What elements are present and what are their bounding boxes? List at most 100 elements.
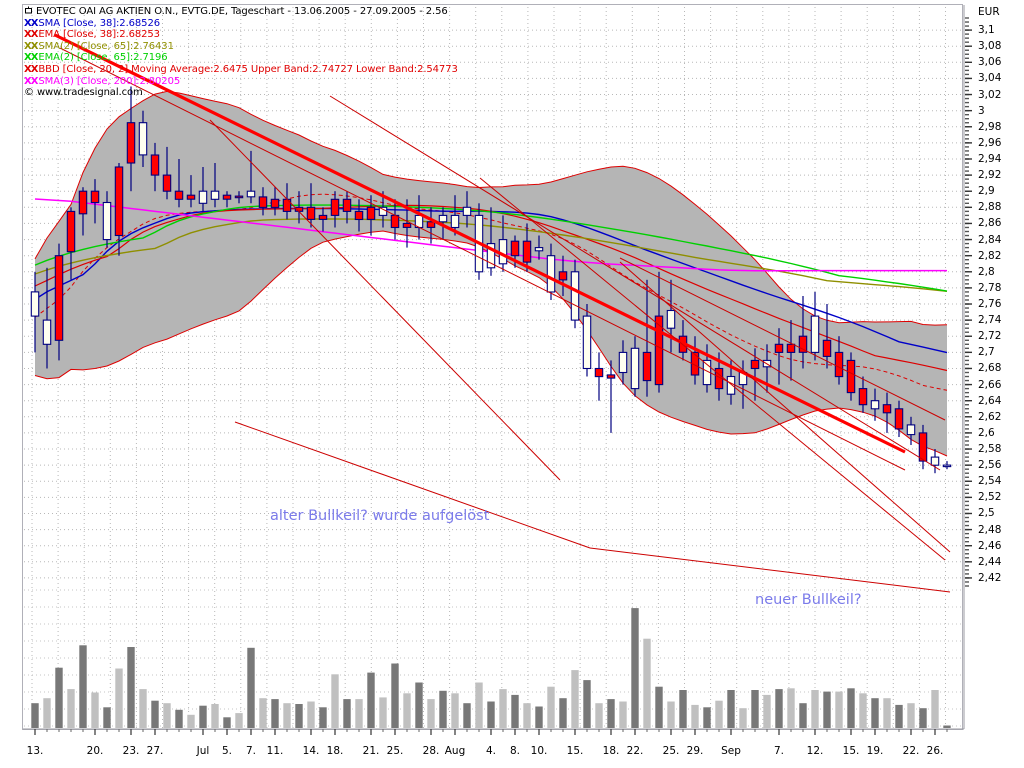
trendline-fan-1	[329, 95, 941, 471]
legend-marker-sma2-65: XX	[24, 40, 38, 52]
candle-body	[258, 196, 268, 208]
y-axis-tick-label: 2,8	[978, 265, 995, 278]
legend-marker-bbd: XX	[24, 63, 38, 75]
candle-body	[222, 194, 232, 200]
legend-text-ema38: EMA [Close, 38]:2.68253	[38, 29, 160, 41]
trendline-downtrend-2	[59, 47, 906, 471]
volume-bar	[427, 699, 435, 728]
volume-bar	[175, 709, 183, 728]
legend-item-sma38: XXSMA [Close, 38]:2.68526	[24, 18, 458, 30]
volume-bar	[379, 697, 387, 728]
candle-body	[150, 154, 160, 176]
volume-bar	[247, 647, 255, 728]
candlestick-series	[30, 86, 952, 474]
annotation-neuer-bullkeil: neuer Bullkeil?	[755, 592, 862, 608]
candle-body	[786, 343, 796, 353]
candle-body	[138, 122, 148, 156]
candle-body	[354, 210, 364, 221]
candle-body	[570, 271, 580, 321]
y-axis-tick-label: 3,06	[978, 56, 1002, 69]
candle-body	[342, 198, 352, 212]
volume-bar	[883, 698, 891, 728]
x-axis-tick-label: 25.	[386, 745, 404, 757]
candle-body	[198, 190, 208, 204]
chart-title: EVOTEC OAI AG AKTIEN O.N., EVTG.DE, Tage…	[36, 6, 448, 17]
x-axis-tick-label: 12.	[806, 745, 824, 757]
candle-body	[186, 194, 196, 200]
y-axis-tick-label: 2,7	[978, 346, 995, 359]
candle-body	[126, 122, 136, 164]
candle-body	[102, 201, 112, 241]
x-axis-tick-label: 26.	[926, 745, 944, 757]
candle-body	[810, 315, 820, 353]
x-axis-tick-label: 5.	[221, 745, 233, 757]
volume-bar	[547, 686, 555, 728]
candle-body	[642, 351, 652, 382]
volume-bar	[607, 699, 615, 728]
trendlines	[54, 33, 951, 593]
y-axis-tick-label: 2,52	[978, 491, 1002, 504]
candle-body	[906, 424, 916, 436]
chart-window-icon	[25, 6, 32, 14]
candle-body	[486, 243, 496, 269]
volume-bar	[151, 700, 159, 728]
x-axis-tick-label: Sep	[721, 745, 741, 757]
x-axis-tick-label: 25.	[662, 745, 680, 757]
y-axis-tick-label: 2,44	[978, 555, 1002, 568]
candle-body	[834, 351, 844, 378]
volume-bar	[343, 699, 351, 728]
trendline-fan-2	[479, 177, 946, 561]
volume-bar	[859, 693, 867, 728]
volume-bar	[295, 704, 303, 728]
volume-bar	[679, 690, 687, 728]
y-axis-tick-label: 2,76	[978, 298, 1002, 310]
copyright-notice: © www.tradesignal.com	[24, 87, 143, 99]
y-axis-tick-label: 2,72	[978, 330, 1002, 343]
volume-bar	[283, 703, 291, 728]
volume-bar	[919, 708, 927, 728]
volume-bar	[535, 706, 543, 728]
candle-body	[498, 239, 508, 265]
y-axis-tick-label: 2,84	[978, 233, 1002, 246]
volume-bar	[439, 690, 447, 728]
y-axis-tick-label: 3,02	[978, 88, 1002, 101]
x-axis-tick-label: 18.	[326, 745, 344, 757]
volume-bar	[799, 703, 807, 728]
volume-bar	[667, 701, 675, 728]
legend-item-ema2-65: XXEMA(2) [Close, 65]:2.7196	[24, 52, 458, 64]
volume-bar	[55, 667, 63, 728]
y-axis-tick-label: 2,96	[978, 136, 1002, 149]
volume-bar	[139, 689, 147, 728]
y-axis-tick-label: 2,42	[978, 571, 1002, 584]
volume-bar	[787, 688, 795, 728]
volume-bar	[559, 698, 567, 728]
y-axis-tick-label: 3,04	[978, 72, 1002, 85]
candle-body	[390, 214, 400, 229]
volume-bar	[391, 663, 399, 728]
candle-body	[402, 222, 412, 228]
volume-bar	[655, 686, 663, 728]
volume-bar	[235, 713, 243, 728]
y-axis-tick-label: 2,58	[978, 443, 1002, 456]
legend-marker-sma38: XX	[24, 17, 38, 29]
volume-bar	[811, 690, 819, 728]
candle-body	[630, 347, 640, 390]
y-axis-tick-label: 2,94	[978, 152, 1002, 165]
candle-body	[162, 174, 172, 192]
candle-body	[366, 206, 376, 220]
candle-body	[858, 388, 868, 406]
y-axis-tick-label: 2,54	[978, 475, 1002, 488]
x-axis-tick-label: 14.	[302, 745, 320, 757]
volume-bar	[775, 689, 783, 728]
candle-body	[30, 291, 40, 317]
volume-bar	[463, 703, 471, 728]
y-axis-tick-label: 3,1	[978, 24, 995, 37]
x-axis-tick-label: 7.	[245, 745, 257, 757]
x-axis-tick-label: 11.	[266, 745, 284, 757]
x-axis-tick-label: 15.	[842, 745, 860, 757]
volume-bar	[727, 690, 735, 728]
x-axis-tick-label: 15.	[566, 745, 584, 757]
y-axis-tick-label: 2,56	[978, 459, 1002, 472]
candle-body	[510, 240, 520, 257]
